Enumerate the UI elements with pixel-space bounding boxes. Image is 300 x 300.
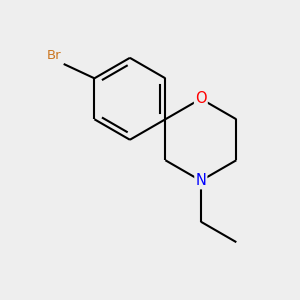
Text: O: O	[195, 91, 207, 106]
Text: Br: Br	[47, 50, 62, 62]
Text: N: N	[195, 173, 206, 188]
